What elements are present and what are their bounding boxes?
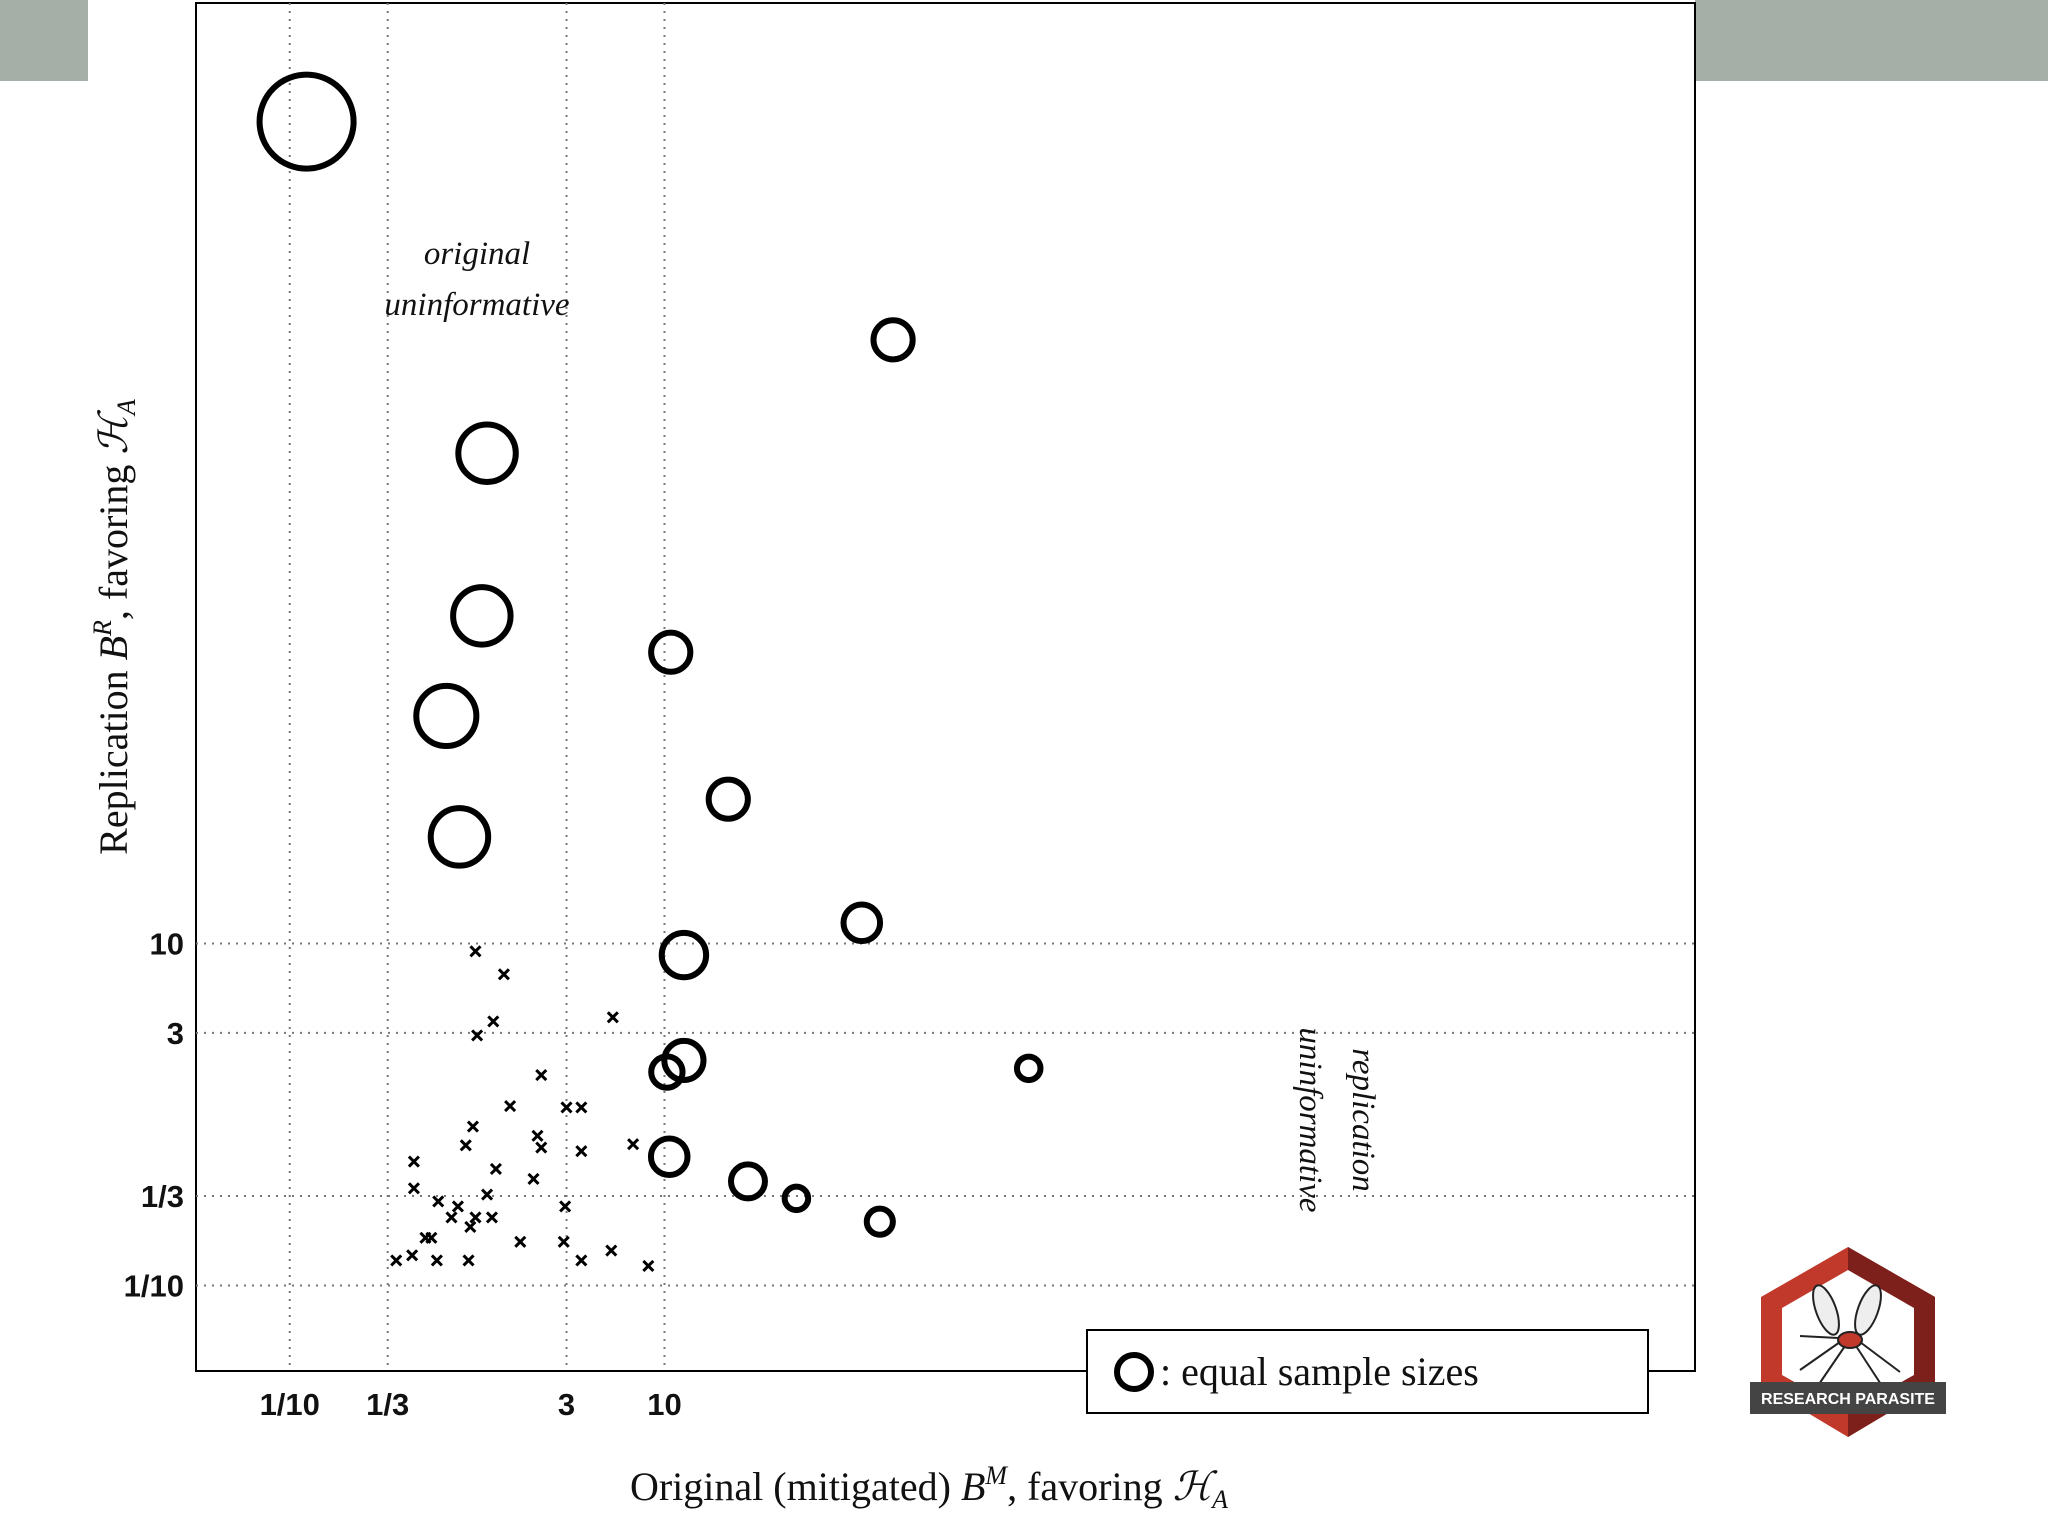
cross-point xyxy=(406,1249,419,1262)
x-tick-label: 1/10 xyxy=(260,1387,320,1422)
x-tick-label: 3 xyxy=(558,1387,575,1422)
label-part: ℋ xyxy=(1173,1464,1218,1509)
x-tick-label: 1/3 xyxy=(366,1387,409,1422)
annotation: replication xyxy=(1345,1048,1381,1192)
cross-point xyxy=(489,1162,502,1176)
label-part: Replication xyxy=(91,660,136,854)
cross-point xyxy=(407,1155,420,1168)
bubble xyxy=(840,901,884,945)
bubble xyxy=(256,71,357,172)
annotation: uninformative xyxy=(1292,1027,1328,1212)
x-axis-label: Original (mitigated) BM, favoring ℋA xyxy=(630,1461,1228,1514)
y-axis-label: Replication BR, favoring ℋA xyxy=(88,399,141,855)
label-part: B xyxy=(961,1464,985,1509)
cross-point xyxy=(497,968,510,981)
bubble xyxy=(705,776,751,822)
y-tick-label: 1/10 xyxy=(124,1268,184,1303)
label-part: Original (mitigated) xyxy=(630,1464,961,1509)
cross-point xyxy=(487,1015,500,1028)
cross-point xyxy=(559,1200,572,1213)
cross-point xyxy=(504,1099,517,1113)
label-part: B xyxy=(91,636,136,660)
bubble xyxy=(781,1183,812,1214)
header-bar xyxy=(0,0,88,81)
cross-point xyxy=(432,1195,445,1208)
plot-frame xyxy=(195,2,1696,1372)
bubble xyxy=(648,629,694,675)
annotation: original xyxy=(424,236,530,272)
bubble xyxy=(647,1135,691,1179)
legend-frame xyxy=(1086,1329,1649,1414)
cross-point xyxy=(606,1011,619,1024)
cross-point xyxy=(459,1139,472,1152)
cross-point xyxy=(605,1244,618,1257)
cross-point xyxy=(466,1120,479,1133)
bubble xyxy=(450,584,514,648)
label-part: A xyxy=(1210,1485,1228,1514)
label-part: R xyxy=(88,620,117,637)
cross-point xyxy=(471,1029,484,1042)
label-part: M xyxy=(984,1461,1008,1490)
cross-point xyxy=(485,1211,499,1224)
cross-point xyxy=(535,1068,548,1082)
cross-point xyxy=(425,1231,438,1244)
cross-point xyxy=(430,1254,443,1267)
y-tick-label: 1/3 xyxy=(141,1179,184,1214)
cross-point xyxy=(407,1182,420,1195)
legend: : equal sample sizes xyxy=(1086,1329,1649,1414)
bubble xyxy=(648,1053,686,1091)
marks xyxy=(256,71,1044,1273)
cross-point xyxy=(531,1129,544,1142)
bubble xyxy=(455,421,519,485)
cross-point xyxy=(627,1138,640,1151)
cross-point xyxy=(560,1101,573,1114)
bubble xyxy=(870,317,916,363)
cross-point xyxy=(575,1145,588,1158)
logo-text: RESEARCH PARASITE xyxy=(1761,1391,1935,1408)
logo: RESEARCH PARASITE xyxy=(1750,1247,1946,1437)
bubble xyxy=(658,929,710,981)
label-part: , favoring xyxy=(1007,1464,1173,1509)
cross-point xyxy=(642,1259,655,1273)
annotation: uninformative xyxy=(384,287,569,323)
legend-marker xyxy=(1114,1352,1154,1392)
cross-point xyxy=(514,1235,527,1248)
bubble xyxy=(427,805,492,869)
cross-point xyxy=(557,1235,570,1248)
bubble xyxy=(727,1161,768,1202)
bubble xyxy=(863,1205,896,1238)
cross-point xyxy=(464,1220,477,1233)
header-bar xyxy=(1695,0,2048,81)
cross-point xyxy=(527,1172,540,1185)
bubble xyxy=(413,682,480,750)
cross-point xyxy=(390,1254,403,1267)
cross-point xyxy=(535,1141,548,1154)
cross-point xyxy=(575,1101,588,1114)
cross-point xyxy=(480,1188,494,1201)
logo-banner xyxy=(1750,1382,1946,1414)
cross-point xyxy=(462,1254,475,1267)
legend-label: : equal sample sizes xyxy=(1160,1349,1479,1394)
label-part: , favoring xyxy=(91,455,136,621)
bubble xyxy=(661,1037,707,1084)
cross-point xyxy=(451,1200,464,1213)
cross-point xyxy=(469,945,482,958)
label-part: A xyxy=(112,399,141,417)
cross-point xyxy=(575,1254,588,1267)
y-tick-label: 10 xyxy=(150,926,184,961)
cross-point xyxy=(469,1211,482,1224)
grid: 1/10 1/3 3 10 1/10 1/3 3 10 xyxy=(124,3,1695,1422)
logo-mosquito xyxy=(1799,1284,1901,1393)
y-tick-label: 3 xyxy=(167,1016,184,1051)
bubble xyxy=(1013,1053,1044,1084)
label-part: ℋ xyxy=(91,410,136,455)
x-tick-label: 10 xyxy=(647,1387,681,1422)
cross-point xyxy=(445,1211,458,1224)
